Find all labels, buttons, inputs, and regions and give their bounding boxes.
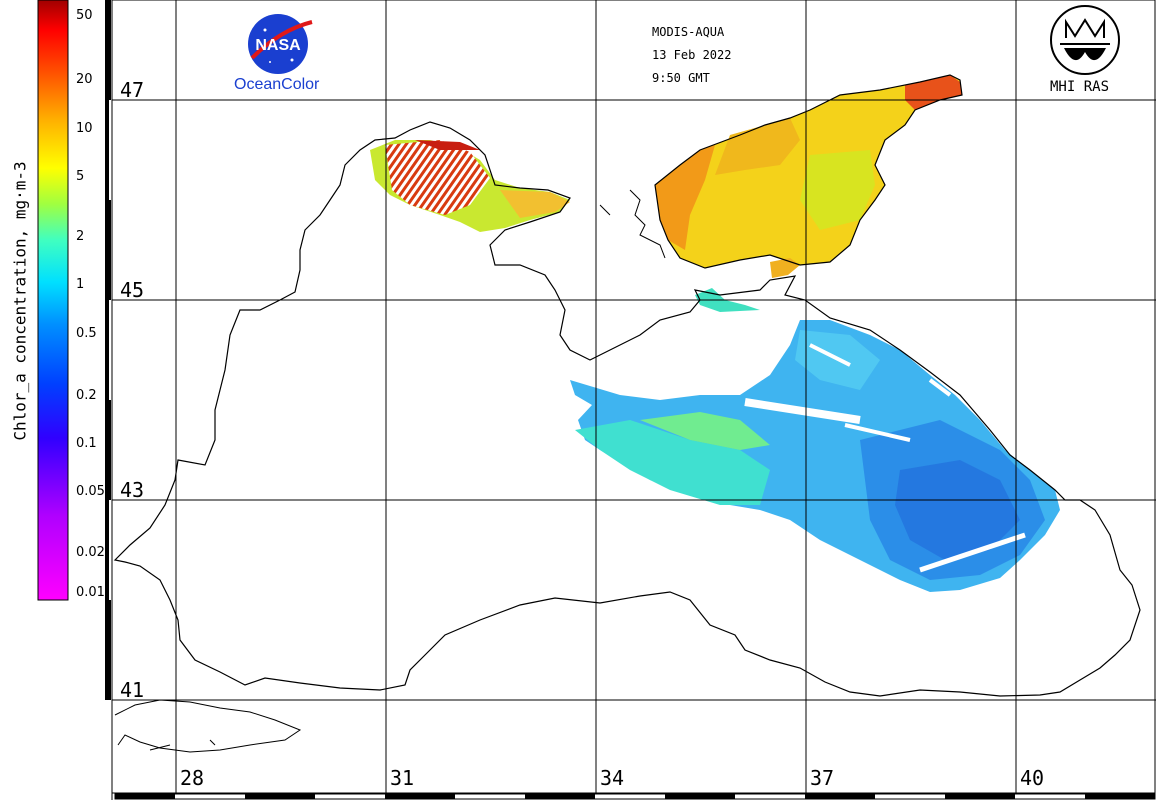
scene-time: 9:50 GMT	[652, 71, 710, 85]
longitude-label: 40	[1020, 766, 1045, 790]
mhi-logo	[1050, 5, 1120, 75]
latitude-label: 41	[120, 678, 145, 702]
left-frame-axis	[105, 0, 109, 700]
mhi-ras-label: MHI RAS	[1050, 79, 1110, 95]
left-frame-dash	[105, 0, 111, 700]
scene-date: 13 Feb 2022	[652, 48, 732, 62]
sensor-name: MODIS-AQUA	[652, 25, 725, 39]
black-sea-coastline	[113, 121, 1141, 697]
map-graticule	[111, 0, 1156, 794]
colorbar-tick: 0.2	[76, 388, 97, 403]
colorbar-title-text: Chlor_a concentration, mg·m-3	[10, 160, 30, 441]
scene-header: MODIS-AQUA 13 Feb 2022 9:50 GMT	[652, 21, 731, 90]
colorbar-tick: 1	[76, 277, 85, 292]
nasa-wordmark: NASA	[255, 37, 301, 54]
colorbar-title: Chlor_a concentration, mg·m-3	[0, 0, 40, 601]
colorbar-tick: 0.01	[76, 585, 105, 600]
longitude-label: 28	[180, 766, 205, 790]
colorbar-tick: 0.5	[76, 326, 97, 341]
colorbar-gradient	[37, 0, 69, 601]
longitude-label: 31	[390, 766, 415, 790]
nasa-oceancolor-label: OceanColor	[234, 76, 320, 93]
colorbar-tick: 50	[76, 8, 93, 23]
colorbar-tick: 2	[76, 229, 85, 244]
colorbar-tick: 5	[76, 169, 85, 184]
latitude-label: 43	[120, 478, 145, 502]
colorbar-tick: 0.05	[76, 484, 105, 499]
nasa-logo: NASA	[248, 14, 313, 74]
colorbar-tick: 0.1	[76, 436, 97, 451]
bottom-scale-bar	[114, 793, 1156, 800]
latitude-label: 45	[120, 278, 145, 302]
colorbar-tick: 10	[76, 121, 93, 136]
longitude-label: 37	[810, 766, 835, 790]
longitude-label: 34	[600, 766, 625, 790]
colorbar-tick: 20	[76, 72, 93, 87]
colorbar-tick: 0.02	[76, 545, 105, 560]
latitude-label: 47	[120, 78, 145, 102]
